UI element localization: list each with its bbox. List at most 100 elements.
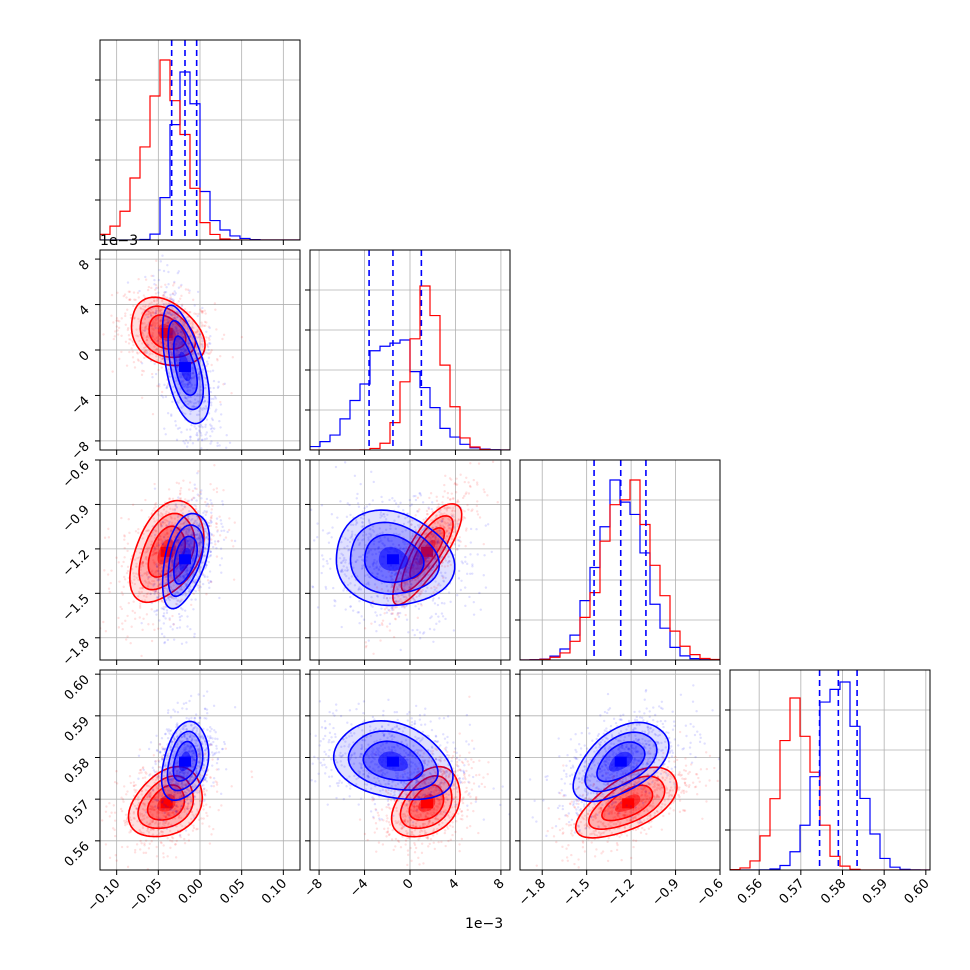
sample-point <box>190 533 193 537</box>
sample-point <box>103 536 107 539</box>
sample-point <box>189 574 192 577</box>
sample-point <box>190 547 193 550</box>
sample-point <box>177 337 180 340</box>
sample-point <box>141 369 144 372</box>
sample-point <box>345 566 349 569</box>
sample-point <box>184 584 188 588</box>
sample-point <box>184 351 188 355</box>
sample-point <box>436 520 439 523</box>
sample-point <box>103 569 106 572</box>
sample-point <box>443 490 446 493</box>
sample-point <box>158 337 162 341</box>
sample-point <box>133 617 137 621</box>
sample-point <box>125 638 128 641</box>
sample-point <box>202 804 205 808</box>
sample-point <box>394 527 397 531</box>
sample-point <box>184 439 188 442</box>
sample-point <box>179 823 182 826</box>
sample-point <box>184 540 187 543</box>
sample-point <box>122 585 125 589</box>
sample-point <box>210 532 213 536</box>
sample-point <box>184 582 188 586</box>
sample-point <box>140 590 143 594</box>
sample-point <box>227 528 231 532</box>
sample-point <box>452 497 455 500</box>
sample-point <box>368 532 371 535</box>
sample-point <box>195 533 199 536</box>
sample-point <box>144 571 147 575</box>
sample-point <box>127 581 130 584</box>
sample-point <box>228 517 231 520</box>
sample-point <box>479 608 482 611</box>
sample-point <box>233 521 236 524</box>
sample-point <box>411 628 414 632</box>
sample-point <box>146 351 149 354</box>
sample-point <box>115 317 119 320</box>
sample-point <box>181 548 185 551</box>
sample-point <box>157 307 160 310</box>
sample-point <box>180 543 183 547</box>
sample-point <box>465 491 468 494</box>
sample-point <box>154 311 158 314</box>
sample-point <box>414 561 418 564</box>
sample-point <box>230 539 234 542</box>
sample-point <box>169 529 173 533</box>
sample-point <box>367 639 370 642</box>
sample-point <box>383 544 386 547</box>
sample-point <box>137 317 140 321</box>
sample-point <box>205 530 208 533</box>
sample-point <box>171 559 174 562</box>
sample-point <box>327 541 331 544</box>
sample-point <box>126 569 130 573</box>
sample-point <box>191 572 194 575</box>
sample-point <box>189 334 192 337</box>
sample-point <box>491 460 495 464</box>
sample-point <box>346 569 349 573</box>
sample-point <box>180 304 184 308</box>
sample-point <box>455 522 459 525</box>
sample-point <box>198 580 202 584</box>
sample-point <box>158 309 161 312</box>
sample-point <box>194 533 197 537</box>
sample-point <box>161 254 164 257</box>
sample-point <box>164 575 168 579</box>
sample-point <box>132 343 135 347</box>
sample-point <box>178 572 182 576</box>
sample-point <box>434 536 438 539</box>
sample-point <box>345 574 348 578</box>
sample-point <box>196 472 199 475</box>
sample-point <box>196 336 199 339</box>
sample-point <box>457 544 461 547</box>
sample-point <box>198 409 201 413</box>
sample-point <box>179 549 182 552</box>
sample-point <box>354 560 357 563</box>
sample-point <box>155 565 159 568</box>
sample-point <box>331 526 334 529</box>
sample-point <box>198 333 202 336</box>
sample-point <box>215 781 219 784</box>
sample-point <box>361 538 364 542</box>
sample-point <box>186 342 190 345</box>
sample-point <box>176 329 180 332</box>
sample-point <box>181 507 185 511</box>
y-tick-label: 0.56 <box>62 839 93 870</box>
sample-point <box>195 828 198 831</box>
sample-point <box>115 782 119 785</box>
sample-point <box>375 586 379 589</box>
sample-point <box>170 573 173 577</box>
sample-point <box>160 632 164 636</box>
sample-point <box>441 576 445 580</box>
sample-point <box>353 474 357 478</box>
sample-point <box>397 544 401 547</box>
sample-point <box>178 537 181 540</box>
sample-point <box>126 328 130 332</box>
sample-point <box>176 791 180 795</box>
sample-point <box>151 813 154 816</box>
sample-point <box>393 589 397 593</box>
sample-point <box>176 590 179 594</box>
sample-point <box>186 580 189 584</box>
sample-point <box>418 543 422 546</box>
sample-point <box>189 346 193 349</box>
sample-point <box>330 513 334 516</box>
x-tick-label: 0.05 <box>217 876 248 907</box>
